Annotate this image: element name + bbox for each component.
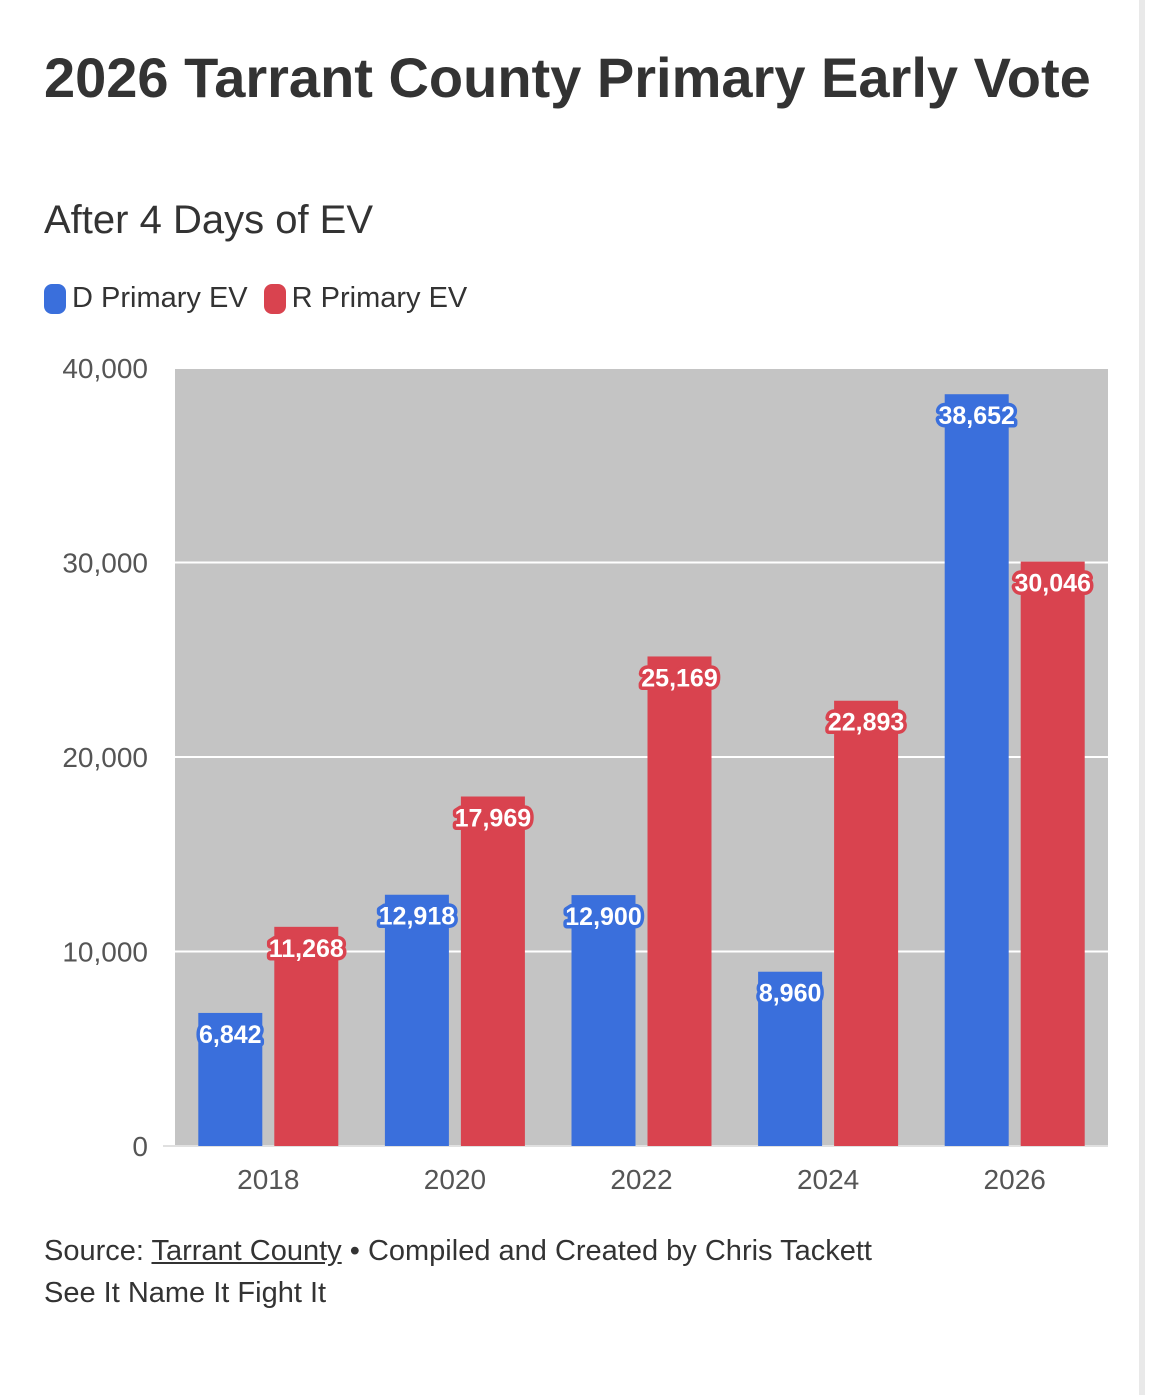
bar-r (834, 700, 899, 1146)
legend-item-r[interactable]: R Primary EV (263, 282, 468, 315)
bar-chart: 010,00020,00030,00040,00020186,8426,8421… (62, 353, 1108, 1195)
data-label-halo: 22,893 (828, 709, 904, 737)
source-suffix: • Compiled and Created by Chris Tackett (341, 1235, 872, 1267)
data-label: 17,969 (455, 805, 531, 833)
y-tick-label: 10,000 (62, 937, 148, 968)
data-label: 30,046 (1014, 570, 1090, 598)
data-label: 8,960 (759, 980, 822, 1008)
x-tick-label: 2022 (610, 1164, 672, 1195)
bar-r (647, 656, 712, 1146)
bar-d (944, 394, 1009, 1146)
data-label-halo: 8,960 (759, 980, 822, 1008)
bar-r (274, 926, 339, 1146)
data-label-halo: 6,842 (199, 1021, 262, 1049)
source-line: Source: Tarrant County • Compiled and Cr… (44, 1230, 872, 1272)
data-label-halo: 12,918 (379, 903, 456, 931)
legend-item-d[interactable]: D Primary EV (44, 282, 248, 315)
legend: D Primary EV R Primary EV (44, 282, 483, 315)
source-prefix: Source: (44, 1235, 152, 1267)
legend-label-d: D Primary EV (72, 282, 248, 314)
data-label: 25,169 (641, 664, 717, 692)
data-label-halo: 25,169 (641, 664, 717, 692)
data-label: 12,918 (379, 903, 456, 931)
data-label: 6,842 (199, 1021, 262, 1049)
legend-swatch-r (263, 283, 286, 314)
y-tick-label: 0 (132, 1131, 148, 1162)
source-link[interactable]: Tarrant County (151, 1235, 342, 1267)
chart-subtitle: After 4 Days of EV (44, 198, 374, 242)
bar-d (198, 1012, 263, 1146)
data-label: 12,900 (565, 903, 641, 931)
y-tick-label: 30,000 (62, 548, 148, 579)
data-label-halo: 11,268 (269, 935, 344, 963)
bar-d (758, 971, 823, 1146)
bar-r (1020, 561, 1085, 1146)
bar-d (384, 894, 449, 1146)
x-tick-label: 2024 (797, 1164, 859, 1195)
legend-label-r: R Primary EV (291, 282, 468, 314)
x-tick-label: 2020 (424, 1164, 486, 1195)
data-label: 22,893 (828, 709, 904, 737)
data-label-halo: 38,652 (938, 402, 1014, 430)
data-label: 38,652 (938, 402, 1014, 430)
data-label-halo: 17,969 (455, 805, 531, 833)
x-tick-label: 2026 (984, 1164, 1046, 1195)
data-label: 11,268 (269, 935, 344, 963)
legend-swatch-d (44, 283, 66, 314)
data-label-halo: 30,046 (1014, 570, 1090, 598)
y-tick-label: 40,000 (62, 353, 148, 384)
data-label-halo: 12,900 (565, 903, 641, 931)
x-tick-label: 2018 (237, 1164, 299, 1195)
footer: Source: Tarrant County • Compiled and Cr… (44, 1230, 872, 1314)
y-tick-label: 20,000 (62, 742, 148, 773)
bar-d (571, 895, 636, 1146)
chart-title: 2026 Tarrant County Primary Early Vote (44, 46, 1091, 109)
bar-r (460, 796, 525, 1146)
tagline: See It Name It Fight It (44, 1277, 327, 1309)
